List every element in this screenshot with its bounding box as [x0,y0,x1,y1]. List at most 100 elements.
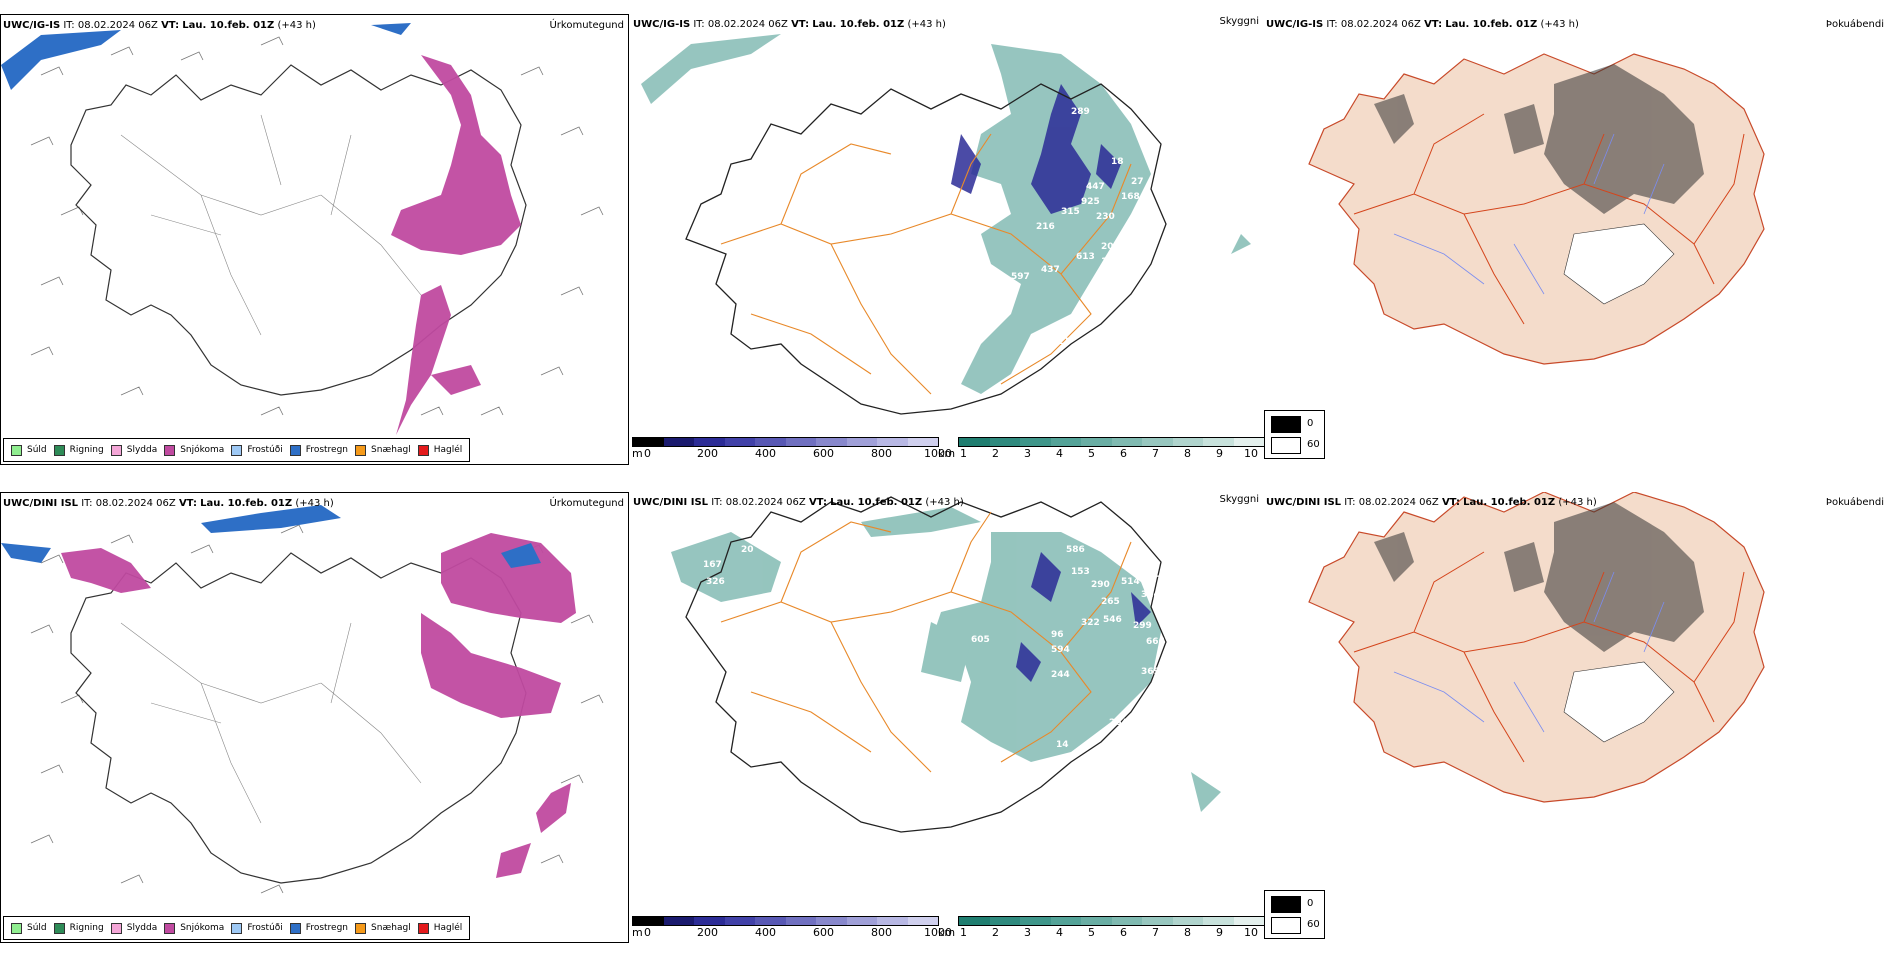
precip-type-map [1,505,604,894]
value-label: 369 [1141,667,1160,677]
value-label: 798 [1156,575,1175,585]
panel-header: UWC/IG-IS IT: 08.02.2024 06Z VT: Lau. 10… [3,20,316,31]
value-label: 514 [1121,577,1140,587]
value-label: 465 [1093,757,1112,767]
value-label: 324 [1141,590,1160,600]
value-label: 302 [986,197,1005,207]
legend-item: Rigning [53,922,104,934]
value-label: 155 [1101,257,1120,267]
snow-areas [391,55,521,435]
field-title: Þokuábendi [1825,497,1884,508]
fog-legend: 0 60 [1264,890,1325,939]
legend-item: Snæhagl [355,444,411,456]
value-label: 447 [1086,182,1105,192]
legend-item: Slydda [110,922,157,934]
fog-index-map [1308,492,1765,803]
legend-item: Slydda [110,444,157,456]
value-label: 437 [1041,265,1060,275]
cloud-base-areas [951,84,1121,214]
value-label: 546 [1103,615,1122,625]
legend-item: Haglél [417,922,462,934]
legend-item: Frostregn [289,922,348,934]
precip-type-panel-igis: UWC/IG-IS IT: 08.02.2024 06Z VT: Lau. 10… [0,14,629,465]
panel-header: UWC/DINI ISL IT: 08.02.2024 06Z VT: Lau.… [3,498,334,509]
freezing-rain-areas [1,505,541,568]
value-label: 315 [1061,207,1080,217]
value-label: 322 [1081,618,1100,628]
value-label: 153 [1071,567,1090,577]
legend-item: Frostregn [289,444,348,456]
road-network [1353,551,1745,763]
field-title: Úrkomutegund [549,20,624,31]
iceland-coastline [70,552,527,884]
precip-type-panel-dini: UWC/DINI ISL IT: 08.02.2024 06Z VT: Lau.… [0,492,629,943]
value-label: 167 [703,560,722,570]
cloud-base-labels: 20 167 326 586 153 290 514 798 324 123 2… [703,545,1195,815]
value-label: 299 [1133,621,1152,631]
glacier [1563,661,1675,743]
value-label: 96 [1051,630,1064,640]
cloud-base-colorbar [632,916,939,926]
legend-item: Frostúði [231,444,283,456]
value-label: 221 [1051,337,1070,347]
value-label: 123 [1163,595,1182,605]
freezing-rain-areas [1,23,411,90]
value-label: 290 [1091,580,1110,590]
value-label: 168 [1121,192,1140,202]
fog-shading [1374,502,1704,652]
value-label: 216 [1036,222,1055,232]
value-label: 666 [1146,637,1165,647]
precip-legend: Súld Rigning Slydda Snjókoma Frostúði Fr… [3,916,470,940]
iceland-coastline [70,64,527,396]
value-label: 326 [706,577,725,587]
value-label: 264 [1109,718,1128,728]
legend-item: Frostúði [231,922,283,934]
cloud-base-areas [1016,552,1151,682]
road-network [1353,113,1745,325]
visibility-colorbar [958,437,1265,447]
value-label: 14 [1111,272,1124,282]
panel-header: UWC/IG-IS IT: 08.02.2024 06Z VT: Lau. 10… [633,19,946,30]
visibility-colorbar [958,916,1265,926]
value-label: 605 [971,635,990,645]
cloud-base-colorbar [632,437,939,447]
low-visibility-areas [641,34,1251,394]
field-title: Skyggni [1219,16,1259,27]
low-visibility-areas [671,507,1221,812]
value-label: 5 [1031,805,1037,815]
fog-legend: 0 60 [1264,410,1325,459]
value-label: 20 [1171,665,1184,675]
fog-index-panel-dini: UWC/DINI ISL IT: 08.02.2024 06Z VT: Lau.… [1264,492,1884,962]
value-label: 594 [1051,645,1070,655]
legend-item: Súld [11,444,47,456]
value-label: 27 [1131,177,1144,187]
legend-item: Súld [11,922,47,934]
value-label: 289 [1071,107,1090,117]
road-network [720,133,1132,395]
value-label: 613 [1076,252,1095,262]
legend-item: Snæhagl [355,922,411,934]
field-title: Þokuábendi [1825,19,1884,30]
iceland-land [1308,53,1765,365]
iceland-coastline [685,496,1167,833]
legend-item: Rigning [53,444,104,456]
rivers [1393,133,1665,295]
panel-header: UWC/DINI ISL IT: 08.02.2024 06Z VT: Lau.… [1266,497,1597,508]
value-label: 148 [1176,615,1195,625]
value-label: 265 [1101,597,1120,607]
visibility-map: 20 167 326 586 153 290 514 798 324 123 2… [671,496,1221,833]
value-label: 899 [1031,389,1050,399]
visibility-panel-igis: 289 18 447 925 168 27 315 230 302 216 20… [631,14,1259,484]
precip-legend: Súld Rigning Slydda Snjókoma Frostúði Fr… [3,438,470,462]
value-label: 187 [951,730,970,740]
fog-index-map [1308,53,1765,365]
glacier [1563,223,1675,305]
fog-index-panel-igis: UWC/IG-IS IT: 08.02.2024 06Z VT: Lau. 10… [1264,14,1884,484]
value-label: 925 [1081,197,1100,207]
panel-header: UWC/IG-IS IT: 08.02.2024 06Z VT: Lau. 10… [1266,19,1579,30]
value-label: 183 [951,252,970,262]
snow-areas [61,533,576,878]
visibility-panel-dini: 20 167 326 586 153 290 514 798 324 123 2… [631,492,1259,962]
roads-rivers [120,114,422,336]
value-label: 203 [1101,242,1120,252]
